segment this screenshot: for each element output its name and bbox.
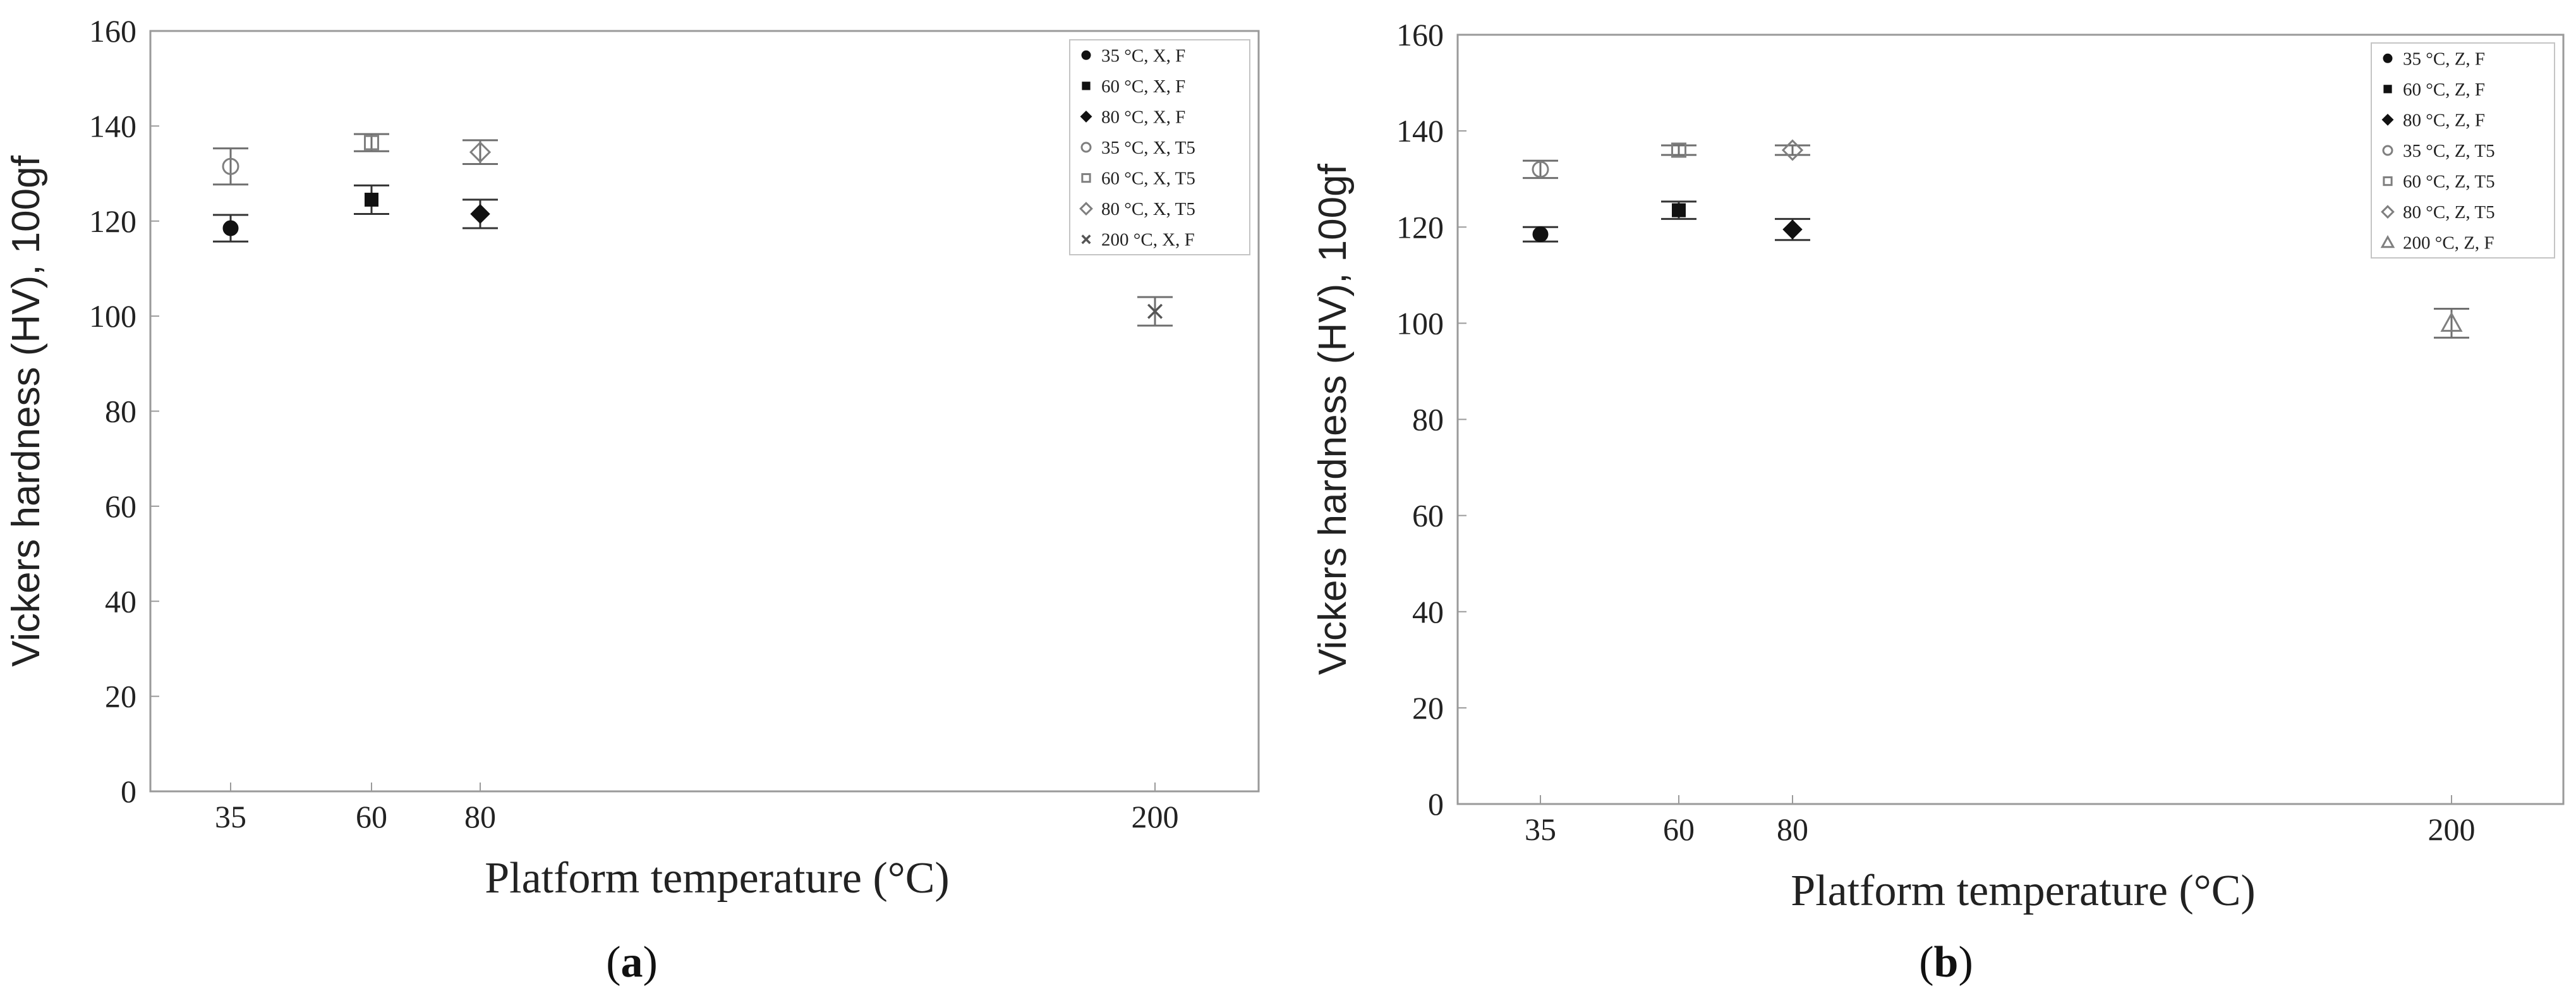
data-point [470,204,490,224]
data-point [2440,312,2463,332]
legend-entry-label: 80 °C, X, T5 [1101,199,1195,219]
data-point [2382,145,2393,156]
data-point [1081,173,1091,183]
y-tick-label: 20 [105,679,136,714]
legend-entry-label: 35 °C, Z, T5 [2403,141,2495,161]
data-point [1532,161,1549,178]
legend-entry-label: 60 °C, Z, T5 [2403,172,2495,192]
data-point [1080,110,1092,123]
data-point [1081,234,1091,245]
y-tick-label: 60 [1412,498,1444,533]
series-open-diamond [1775,139,1810,161]
series-filled-circle [213,214,248,243]
legend-entry-label: 35 °C, X, F [1101,46,1185,66]
y-tick-label: 120 [1396,209,1444,245]
x-tick-label: 80 [1777,812,1808,847]
data-point [2383,53,2393,63]
legend-entry-label: 35 °C, X, T5 [1101,138,1195,158]
data-point [1781,139,1804,161]
y-tick-label: 20 [1412,690,1444,726]
data-point [2380,234,2395,248]
panel-caption: (b) [1919,938,1973,987]
series-filled-circle [1523,226,1558,243]
panel-caption-letter: b [1934,938,1959,987]
legend-entry-label: 80 °C, Z, T5 [2403,202,2495,222]
y-tick-label: 140 [89,108,136,143]
y-tick-label: 160 [1396,17,1444,52]
data-point [1532,226,1549,243]
y-tick-label: 100 [1396,305,1444,341]
data-point [1671,142,1686,158]
legend-box [2371,42,2555,259]
data-point [469,141,492,163]
y-tick-label: 160 [89,13,136,49]
series-open-circle [213,147,248,186]
y-tick-label: 0 [1428,786,1444,822]
data-point [1080,142,1092,153]
panel-caption: (a) [606,938,658,987]
x-tick-label: 35 [215,799,246,834]
data-point [1782,219,1803,240]
y-tick-label: 140 [1396,113,1444,149]
y-tick-label: 120 [89,204,136,239]
legend: 35 °C, Z, F 60 °C, Z, F 80 °C, Z, F 35 °C, … [2371,42,2555,259]
data-point [365,192,378,207]
series-filled-square [354,184,389,215]
series-open-square [1661,142,1696,158]
series-open-diamond [463,139,498,166]
chart-panel-b: 0 20 40 60 80 100 120 140 160 35 60 80 200 Platform t… [1311,17,2565,987]
data-point [2381,205,2395,219]
series-filled-diamond [463,198,498,229]
y-tick-label: 80 [1412,402,1444,437]
data-point [1081,50,1091,60]
series-open-square [354,133,389,152]
data-point [1079,202,1093,216]
data-point [222,157,239,175]
data-point [364,135,379,150]
legend-entry-label: 200 °C, Z, F [2403,233,2494,253]
y-axis-title: Vickers hardness (HV), 100gf [4,155,48,666]
data-point [1082,82,1091,90]
y-tick-label: 100 [89,298,136,334]
data-point [1147,303,1163,319]
x-tick-label: 60 [356,799,387,834]
panel-caption-letter: a [621,938,643,987]
x-axis-title: Platform temperature (°C) [1791,867,2256,915]
legend-entry-label: 35 °C, Z, F [2403,49,2485,69]
legend-entry-label: 60 °C, X, F [1101,76,1185,97]
y-tick-label: 40 [105,583,136,619]
data-point [2383,176,2393,186]
y-axis-title: Vickers hardness (HV), 100gf [1311,163,1355,674]
chart-panel-a: 0 20 40 60 80 100 120 140 160 35 60 80 200 Platform t… [4,13,1260,987]
data-point [222,220,239,236]
legend-entry-label: 60 °C, Z, F [2403,80,2485,100]
x-tick-label: 200 [2428,812,2476,847]
x-tick-label: 35 [1525,812,1556,847]
legend-entry-label: 200 °C, X, F [1101,230,1195,250]
series-open-circle [1523,159,1558,180]
legend: 35 °C, X, F 60 °C, X, F 80 °C, X, F 35 °C, … [1069,39,1250,255]
y-tick-label: 40 [1412,594,1444,630]
legend-entry-label: 80 °C, X, F [1101,107,1185,127]
y-tick-label: 80 [105,394,136,429]
data-point [1672,203,1686,217]
legend-entry-label: 80 °C, Z, F [2403,110,2485,130]
series-filled-square [1661,200,1696,220]
y-tick-label: 60 [105,489,136,524]
legend-box [1069,39,1250,255]
series-filled-diamond [1775,217,1810,241]
x-tick-label: 200 [1132,799,1179,834]
x-tick-label: 80 [464,799,496,834]
data-point [2381,113,2394,126]
series-cross [1137,296,1173,327]
y-tick-label: 0 [121,774,136,809]
x-axis-title: Platform temperature (°C) [485,854,950,903]
legend-entry-label: 60 °C, X, T5 [1101,169,1195,189]
series-open-triangle [2434,308,2469,339]
x-tick-label: 60 [1663,812,1695,847]
data-point [2383,85,2392,94]
